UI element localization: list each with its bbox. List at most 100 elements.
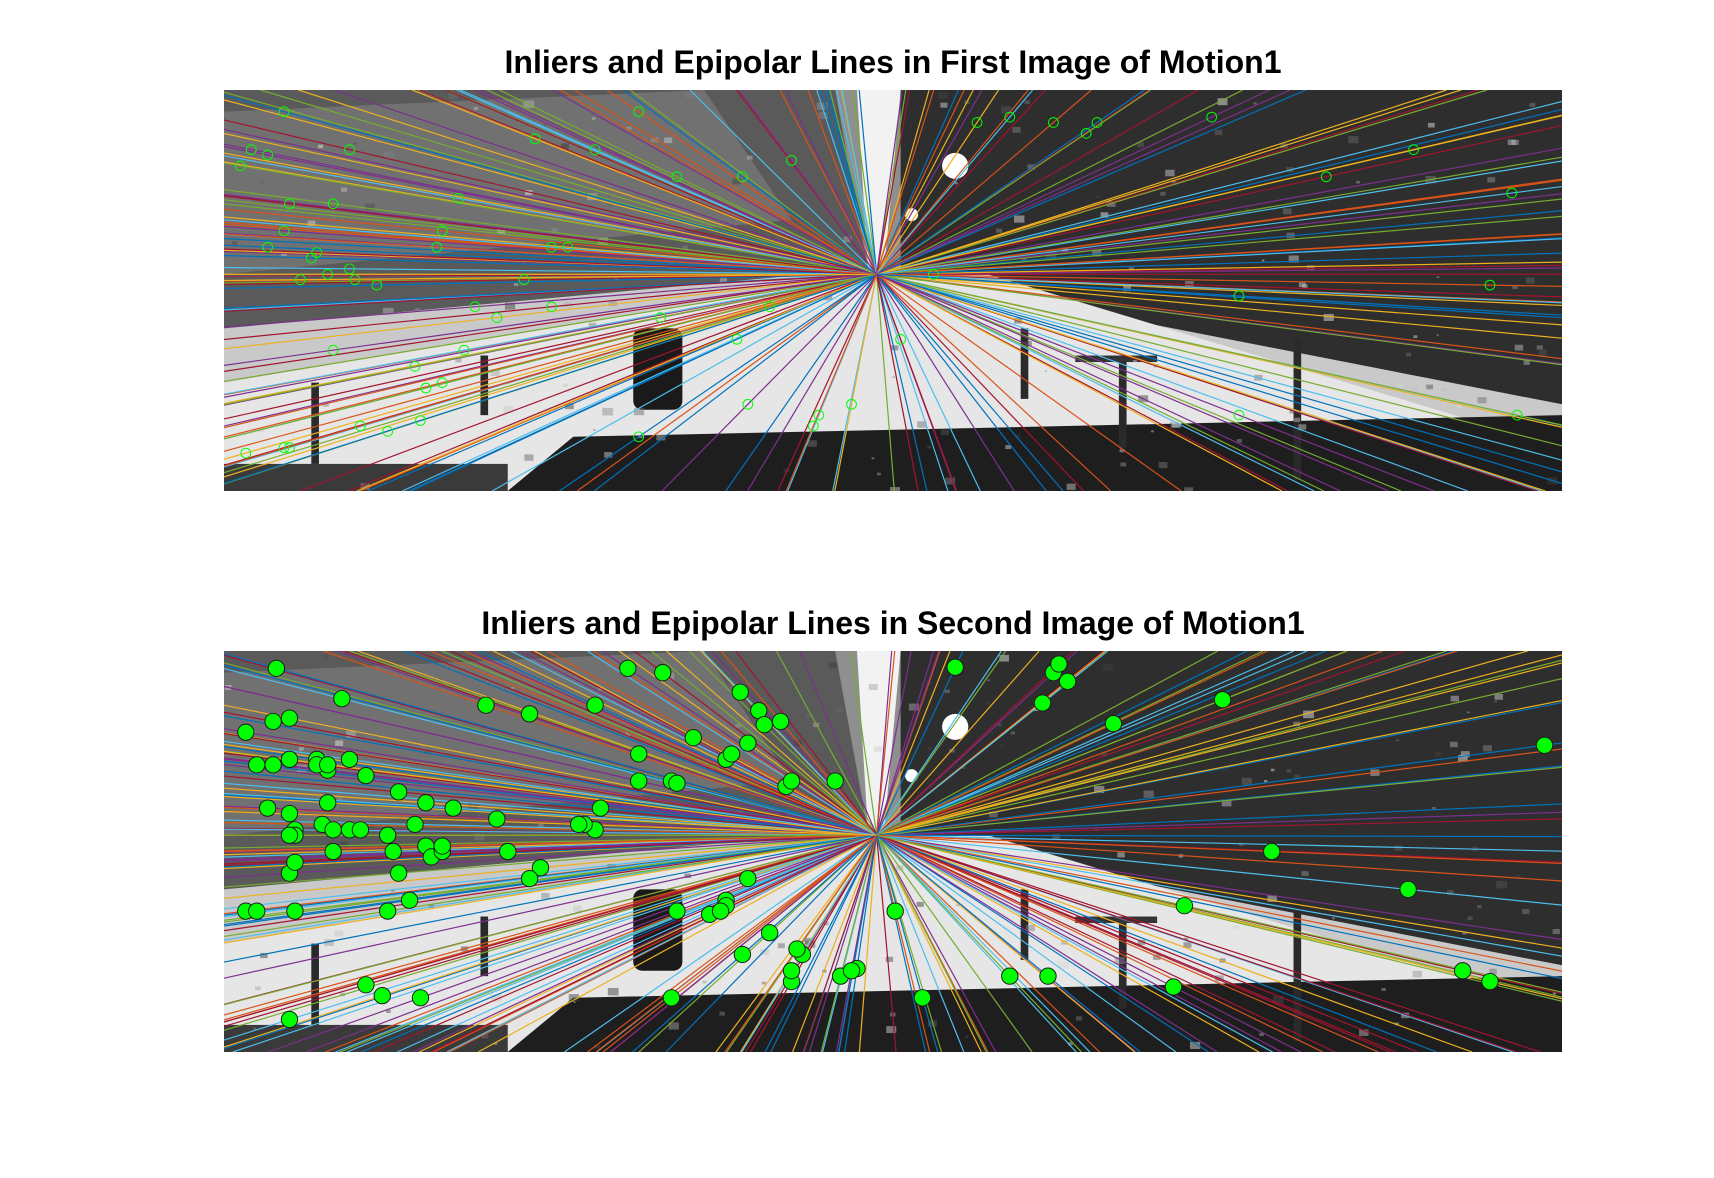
scene-texture [435, 217, 442, 222]
inlier-point [782, 772, 801, 790]
scene-texture [956, 904, 960, 907]
scene-texture [1247, 180, 1252, 183]
scene-texture [607, 987, 619, 996]
scene-texture [231, 241, 238, 245]
scene-texture [1442, 388, 1445, 391]
epipolar-line [224, 770, 877, 836]
scene-texture [390, 889, 395, 892]
inlier-point [278, 442, 290, 454]
epipolar-line [876, 273, 1562, 447]
scene-texture [789, 261, 793, 264]
epipolar-line [876, 834, 1141, 1052]
epipolar-line [835, 835, 878, 1052]
scene-texture [1496, 880, 1507, 889]
scene-texture [481, 1033, 489, 1039]
scene-texture [876, 472, 881, 476]
scene-texture [1232, 925, 1239, 930]
epipolar-line [586, 651, 877, 836]
epipolar-line [322, 651, 877, 836]
epipolar-line [876, 147, 1562, 275]
scene-texture [1261, 259, 1265, 262]
epipolar-line [337, 651, 877, 836]
scene-texture [1263, 779, 1268, 783]
epipolar-line [876, 233, 1562, 275]
scene-texture [602, 407, 614, 416]
inlier-point [771, 712, 790, 731]
scene-texture [1494, 693, 1503, 700]
epipolar-line [876, 90, 1145, 275]
scene-texture [335, 740, 344, 746]
epipolar-line [559, 90, 877, 275]
epipolar-line [224, 782, 877, 836]
scene-texture [486, 230, 497, 237]
epipolar-line [876, 834, 1562, 865]
scene-texture [588, 322, 597, 328]
inlier-point [1320, 171, 1332, 183]
scene-pole [311, 382, 319, 464]
epipolar-line [738, 90, 878, 275]
scene-texture [874, 746, 883, 753]
inlier-point [842, 962, 861, 980]
scene-sky-gap [856, 90, 901, 269]
epipolar-line [499, 90, 877, 275]
inlier-point [1048, 117, 1059, 128]
inlier-point [379, 902, 397, 920]
scene-texture [1394, 1022, 1399, 1026]
epipolar-line [224, 254, 877, 275]
epipolar-line [876, 90, 1199, 275]
epipolar-line [446, 834, 877, 1052]
epipolar-line [224, 273, 877, 460]
epipolar-line [876, 273, 1283, 491]
scene-texture [565, 403, 574, 410]
epipolar-line [876, 160, 1562, 275]
inlier-point [379, 826, 397, 844]
scene-texture [1061, 940, 1068, 945]
scene-texture [1136, 142, 1145, 148]
inlier-point [311, 247, 323, 258]
inlier-point [280, 750, 299, 768]
epipolar-line [876, 215, 1562, 275]
epipolar-line [622, 90, 877, 275]
panel-first-image: Inliers and Epipolar Lines in First Imag… [224, 44, 1562, 491]
scene-texture [503, 405, 514, 413]
inlier-point [733, 945, 752, 964]
scene-texture [504, 302, 516, 310]
epipolar-line [299, 273, 877, 491]
epipolar-line [802, 835, 878, 1052]
epipolar-line [876, 811, 1562, 836]
epipolar-line [876, 273, 1435, 491]
inlier-point [319, 756, 337, 774]
epipolar-line [820, 835, 878, 1052]
scene-texture [1294, 774, 1301, 779]
epipolar-line [876, 834, 1209, 1052]
epipolar-line [224, 273, 877, 383]
epipolar-line [876, 210, 1562, 275]
epipolar-line [349, 651, 877, 836]
scene-texture [1487, 177, 1496, 183]
epipolar-line [547, 651, 877, 836]
scene-texture [626, 126, 632, 131]
epipolar-line [876, 835, 927, 1052]
epipolar-line [876, 273, 1562, 473]
scene-texture [638, 435, 643, 439]
inlier-point [1233, 290, 1245, 302]
scene-texture [1434, 751, 1442, 756]
scene-texture [1153, 954, 1161, 960]
epipolar-line [298, 90, 877, 275]
scene-texture [1165, 169, 1175, 177]
epipolar-line [593, 273, 877, 491]
scene-texture [1332, 917, 1335, 920]
scene-texture [719, 1011, 725, 1016]
scene-texture [1293, 417, 1301, 423]
epipolar-line [415, 651, 877, 836]
epipolar-line [396, 834, 877, 1052]
scene-texture [1356, 180, 1360, 184]
epipolar-line [224, 732, 877, 836]
epipolar-line [876, 834, 1336, 1052]
epipolar-line [834, 274, 878, 491]
epipolar-line [224, 273, 877, 429]
epipolar-line [224, 834, 877, 938]
epipolar-line [876, 273, 1562, 426]
inlier-point [264, 712, 282, 731]
inlier-point [1233, 409, 1245, 421]
